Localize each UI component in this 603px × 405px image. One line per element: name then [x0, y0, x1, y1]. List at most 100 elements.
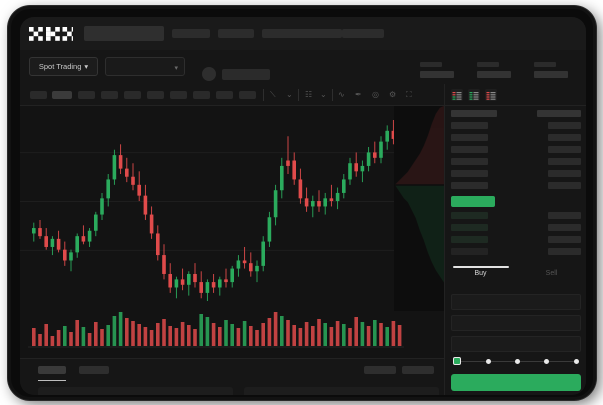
toolbar-divider — [263, 89, 264, 101]
timeframe-button-3[interactable] — [78, 91, 95, 99]
nav-item-3[interactable] — [262, 29, 306, 38]
orderbook-list[interactable] — [445, 106, 586, 264]
search-input[interactable] — [84, 26, 164, 41]
fullscreen-icon[interactable]: ⛶ — [406, 90, 412, 99]
market-depth-overlay — [394, 106, 444, 311]
orderbook-ask-row[interactable] — [451, 122, 488, 129]
orderbook-ask-size — [548, 146, 581, 153]
orderbook-ask-row[interactable] — [451, 146, 488, 153]
nav-item-1[interactable] — [172, 29, 210, 38]
timeframe-button-7[interactable] — [170, 91, 187, 99]
market-stat-3 — [534, 62, 568, 78]
orderbook-ask-row[interactable] — [451, 158, 488, 165]
line-tool-icon[interactable]: ∿ — [338, 90, 345, 99]
app-screen: Spot Trading ▾ ▾ — [20, 17, 586, 395]
orderbook-ask-row[interactable] — [451, 182, 488, 189]
order-price-field[interactable] — [451, 294, 581, 310]
price-chart[interactable] — [20, 106, 444, 358]
amount-percent-slider[interactable] — [453, 357, 581, 366]
nav-item-5[interactable] — [342, 29, 384, 38]
orderbook-bid-size — [548, 224, 581, 231]
buy-tab[interactable]: Buy — [474, 270, 487, 277]
place-buy-order-button[interactable] — [451, 374, 581, 391]
orderbook-ask-row[interactable] — [451, 134, 488, 141]
market-stat-1-value — [420, 71, 454, 78]
timeframe-button-9[interactable] — [216, 91, 233, 99]
slider-stop-50[interactable] — [515, 358, 520, 364]
chevron-down-icon: ▾ — [84, 62, 89, 71]
timeframe-button-8[interactable] — [193, 91, 210, 99]
market-stat-2 — [477, 62, 511, 78]
candlestick-series — [20, 120, 444, 301]
orderbook-mode-bids-icon[interactable] — [468, 89, 480, 101]
trading-pair-dropdown[interactable]: ▾ — [105, 57, 185, 76]
chevron-down-icon: ▾ — [174, 65, 178, 72]
orders-tab-1[interactable] — [38, 366, 66, 374]
timeframe-button-4[interactable] — [101, 91, 118, 99]
magnet-icon[interactable]: ◎ — [372, 90, 379, 99]
order-total-field[interactable] — [451, 336, 581, 352]
slider-stop-25[interactable] — [486, 358, 491, 364]
volume-series — [28, 312, 404, 348]
timeframe-button-6[interactable] — [147, 91, 164, 99]
okx-logo-icon[interactable] — [29, 27, 73, 41]
market-stat-2-value — [477, 71, 511, 78]
chart-type-chevron-icon[interactable]: ⌄ — [320, 90, 327, 99]
orderbook-col-header-price — [451, 110, 497, 117]
toolbar-divider — [332, 89, 333, 101]
orderbook-bid-row[interactable] — [451, 212, 488, 219]
orderbook-bid-size — [548, 212, 581, 219]
timeframe-button-2[interactable] — [52, 91, 72, 99]
timeframe-button-1[interactable] — [30, 91, 47, 99]
orders-panel — [20, 358, 444, 395]
pair-coin-avatar — [202, 67, 216, 81]
orderbook-last-price — [451, 196, 495, 207]
orders-tab-active-indicator — [38, 380, 66, 381]
slider-stop-100[interactable] — [574, 358, 579, 364]
orderbook-col-header-size — [537, 110, 581, 117]
order-entry-form — [445, 290, 586, 395]
market-type-label: Spot Trading — [38, 62, 82, 71]
sell-tab[interactable]: Sell — [545, 270, 558, 277]
indicators-icon[interactable]: ⟍ — [270, 90, 276, 99]
orderbook-ask-size — [548, 134, 581, 141]
indicators-chevron-icon[interactable]: ⌄ — [286, 90, 293, 99]
orderbook-bid-row[interactable] — [451, 236, 488, 243]
orders-card-2[interactable] — [244, 387, 439, 395]
orderbook-bid-size — [548, 236, 581, 243]
orderbook-ask-size — [548, 182, 581, 189]
orderbook-ask-size — [548, 170, 581, 177]
trade-side-tabs: Buy Sell — [445, 264, 586, 290]
orderbook-bid-size — [548, 248, 581, 255]
buy-tab-active-indicator — [453, 266, 509, 268]
slider-stop-75[interactable] — [544, 358, 549, 364]
orders-card-1[interactable] — [38, 387, 233, 395]
orderbook-mode-asks-icon[interactable] — [485, 89, 497, 101]
orders-action-1[interactable] — [364, 366, 396, 374]
timeframe-button-10[interactable] — [239, 91, 256, 99]
orders-tab-2[interactable] — [79, 366, 109, 374]
timeframe-button-5[interactable] — [124, 91, 141, 99]
pair-name-label — [222, 69, 270, 80]
orderbook-mode-both-icon[interactable] — [451, 89, 463, 101]
chart-type-icon[interactable]: ☷ — [305, 90, 313, 99]
market-stat-1 — [420, 62, 454, 78]
orderbook-bid-row[interactable] — [451, 224, 488, 231]
settings-gear-icon[interactable]: ⚙ — [389, 90, 397, 99]
orderbook-ask-size — [548, 158, 581, 165]
orderbook-ask-row[interactable] — [451, 170, 488, 177]
market-type-dropdown[interactable]: Spot Trading ▾ — [29, 57, 98, 76]
draw-tool-icon[interactable]: ✒ — [355, 90, 362, 99]
nav-item-2[interactable] — [218, 29, 254, 38]
market-stat-3-label — [534, 62, 556, 67]
market-stat-3-value — [534, 71, 568, 78]
toolbar-divider — [298, 89, 299, 101]
tablet-device-frame: Spot Trading ▾ ▾ — [8, 6, 596, 400]
nav-item-4[interactable] — [302, 29, 342, 38]
chart-toolbar: ⟍ ⌄ ☷ ⌄ ∿ ✒ ◎ ⚙ ⛶ — [20, 84, 444, 106]
orders-action-2[interactable] — [402, 366, 434, 374]
slider-handle[interactable] — [453, 357, 461, 365]
orderbook-view-modes — [445, 84, 586, 106]
order-amount-field[interactable] — [451, 315, 581, 331]
orderbook-bid-row[interactable] — [451, 248, 488, 255]
